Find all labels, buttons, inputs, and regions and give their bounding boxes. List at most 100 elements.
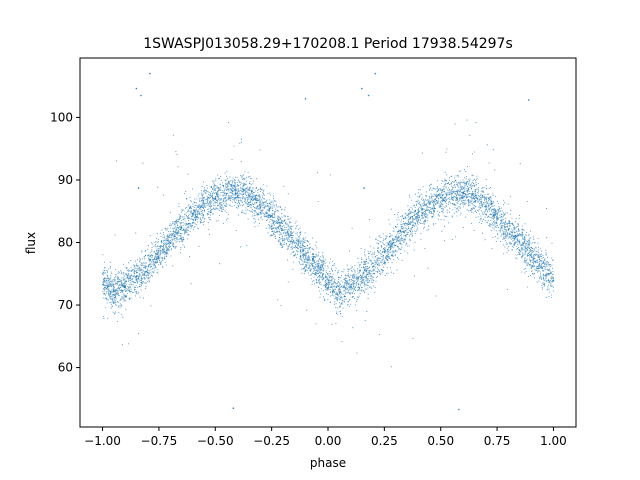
data-point [448, 189, 451, 191]
data-point [374, 291, 376, 294]
data-point [500, 222, 502, 225]
data-point [448, 203, 450, 205]
data-point [513, 228, 515, 230]
data-point [143, 282, 145, 284]
data-point [219, 203, 221, 205]
data-point [473, 205, 475, 207]
data-point [352, 273, 354, 275]
data-point [329, 289, 331, 291]
data-point [349, 305, 351, 307]
data-point [413, 249, 415, 251]
data-point [150, 259, 152, 261]
data-point [188, 222, 190, 224]
data-point [396, 239, 398, 242]
data-point [515, 241, 517, 243]
data-point [522, 243, 524, 245]
data-point [136, 275, 138, 277]
data-point [484, 219, 486, 221]
data-point [165, 237, 167, 239]
data-point [325, 293, 328, 295]
data-point [411, 199, 413, 201]
data-point [383, 248, 385, 251]
data-point [390, 208, 392, 210]
data-point [467, 185, 469, 187]
data-point [133, 272, 135, 274]
data-point [198, 211, 200, 213]
data-point [256, 207, 258, 209]
data-point [400, 239, 402, 241]
data-point [386, 255, 388, 257]
data-point [352, 275, 354, 277]
data-point [390, 251, 392, 253]
data-point [398, 219, 400, 221]
data-point [343, 278, 345, 280]
data-point [505, 226, 507, 228]
data-point [377, 270, 379, 272]
data-point [292, 238, 294, 240]
data-point [269, 214, 271, 216]
data-point [154, 269, 156, 271]
data-point [153, 261, 155, 263]
data-point [302, 254, 304, 256]
data-point [305, 239, 307, 242]
data-point [161, 229, 163, 231]
data-point [189, 222, 191, 225]
data-point [133, 269, 135, 271]
data-point [466, 166, 469, 168]
data-point [500, 235, 502, 237]
data-point [510, 237, 512, 239]
data-point [504, 202, 506, 204]
data-point [125, 278, 127, 280]
data-point [318, 278, 320, 280]
data-point [104, 272, 106, 274]
data-point [399, 252, 402, 254]
data-point [257, 189, 259, 191]
data-point [134, 295, 137, 297]
data-point [272, 204, 274, 206]
data-point [470, 222, 472, 224]
data-point [237, 200, 239, 202]
data-point [500, 221, 502, 223]
data-point [485, 201, 487, 203]
data-point [288, 218, 290, 220]
data-point [274, 211, 276, 213]
data-point [151, 246, 153, 249]
data-point [506, 234, 508, 236]
data-point [375, 260, 377, 262]
data-point [431, 207, 433, 209]
data-point [495, 213, 497, 215]
data-point [217, 174, 219, 176]
data-point [439, 212, 441, 214]
data-point [368, 257, 370, 259]
data-point [519, 233, 521, 235]
data-point [102, 284, 104, 286]
data-point [410, 229, 412, 231]
data-point [385, 237, 387, 239]
data-point [266, 227, 268, 229]
data-point [418, 215, 421, 217]
data-point [459, 204, 461, 206]
data-point [165, 229, 167, 231]
data-point [349, 279, 351, 281]
data-point [277, 218, 279, 220]
data-point [106, 287, 109, 289]
data-point [130, 278, 132, 280]
data-point [170, 255, 172, 257]
data-point [249, 210, 251, 212]
data-point [307, 256, 309, 259]
data-point [376, 238, 378, 240]
data-point [304, 232, 306, 234]
data-point [535, 247, 537, 249]
data-point [239, 175, 241, 177]
data-point [190, 210, 193, 212]
data-point [400, 238, 402, 240]
data-point [513, 239, 515, 242]
data-point [196, 221, 198, 223]
data-point [384, 247, 386, 249]
data-point [328, 286, 330, 288]
data-point [481, 194, 483, 196]
data-point [194, 202, 196, 204]
data-point [290, 232, 292, 235]
data-point [333, 285, 335, 287]
data-point [219, 201, 221, 204]
